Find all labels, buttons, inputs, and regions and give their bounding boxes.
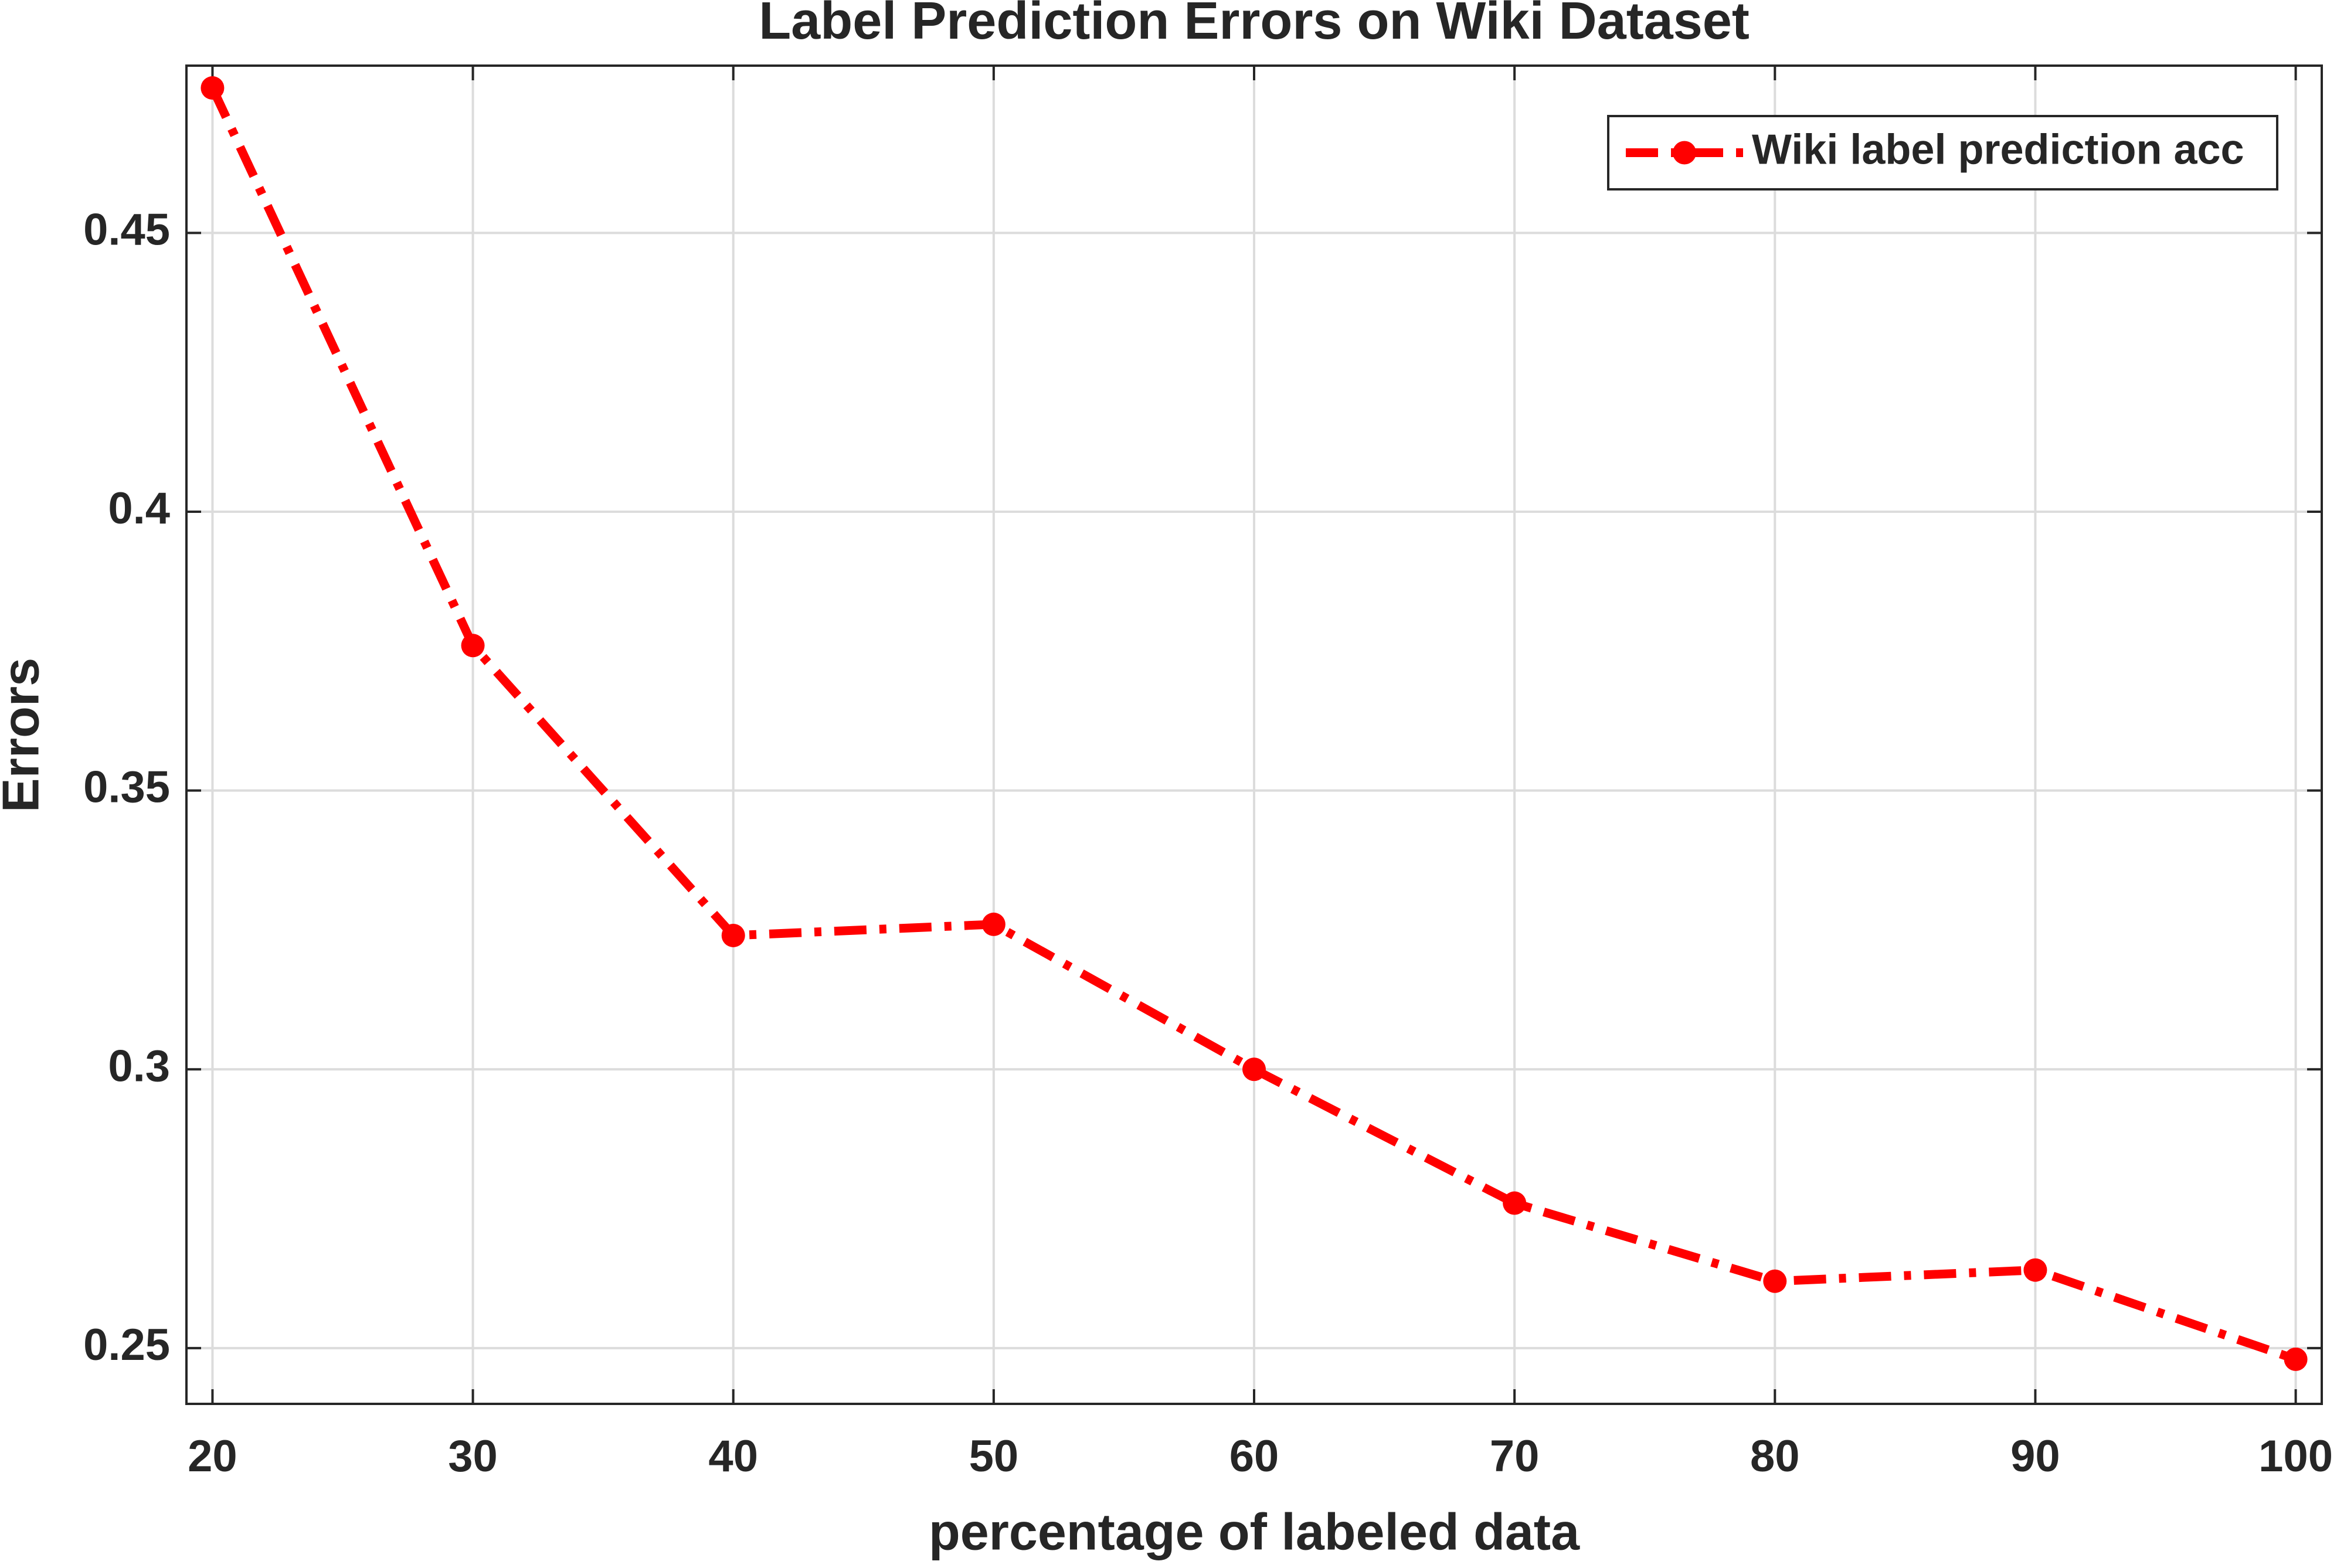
data-point bbox=[721, 923, 745, 947]
data-point bbox=[2023, 1258, 2047, 1282]
x-tick-label: 80 bbox=[1750, 1431, 1800, 1481]
data-point bbox=[981, 912, 1006, 936]
y-tick-label: 0.4 bbox=[108, 484, 170, 533]
x-tick-label: 100 bbox=[2258, 1431, 2333, 1481]
x-tick-label: 40 bbox=[708, 1431, 758, 1481]
x-tick-label: 60 bbox=[1229, 1431, 1279, 1481]
y-tick-label: 0.35 bbox=[83, 763, 170, 812]
data-point bbox=[1242, 1057, 1266, 1081]
chart-title: Label Prediction Errors on Wiki Dataset bbox=[759, 0, 1750, 50]
y-tick-label: 0.25 bbox=[83, 1320, 170, 1370]
x-tick-label: 70 bbox=[1490, 1431, 1540, 1481]
data-point bbox=[1503, 1191, 1527, 1215]
x-tick-label: 20 bbox=[188, 1431, 237, 1481]
x-axis-label: percentage of labeled data bbox=[929, 1502, 1580, 1560]
legend-marker bbox=[1673, 141, 1696, 165]
data-point bbox=[2284, 1347, 2308, 1371]
data-point bbox=[461, 634, 485, 658]
legend-label: Wiki label prediction acc bbox=[1752, 127, 2244, 174]
x-tick-label: 90 bbox=[2010, 1431, 2060, 1481]
y-tick-label: 0.3 bbox=[108, 1041, 170, 1091]
x-tick-label: 50 bbox=[969, 1431, 1019, 1481]
plot-frame bbox=[185, 64, 2323, 1405]
data-point bbox=[1763, 1269, 1787, 1293]
y-tick-label: 0.45 bbox=[83, 205, 170, 254]
data-point bbox=[201, 76, 225, 100]
y-axis-label: Errors bbox=[0, 658, 49, 812]
x-tick-label: 30 bbox=[448, 1431, 498, 1481]
